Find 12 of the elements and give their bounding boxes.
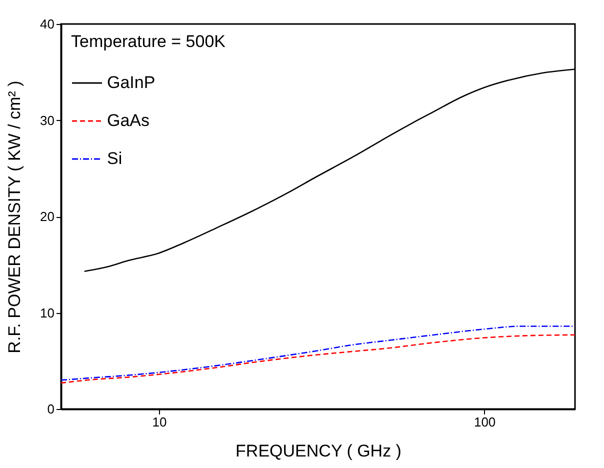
y-tick-label: 0 bbox=[47, 402, 54, 416]
x-axis-title: FREQUENCY ( GHz ) bbox=[236, 442, 402, 460]
legend-label: GaInP bbox=[107, 73, 156, 92]
y-tick-label: 30 bbox=[40, 112, 54, 128]
legend-title: Temperature = 500K bbox=[71, 32, 226, 51]
y-tick-label: 10 bbox=[40, 305, 54, 320]
x-tick-label: 100 bbox=[474, 414, 496, 430]
y-tick-label: 40 bbox=[40, 16, 54, 32]
y-tick-label: 20 bbox=[40, 209, 54, 224]
legend-label: GaAs bbox=[107, 111, 150, 130]
legend-label: Si bbox=[107, 149, 122, 168]
y-axis-title: R.F. POWER DENSITY ( KW / cm² ) bbox=[5, 80, 24, 354]
